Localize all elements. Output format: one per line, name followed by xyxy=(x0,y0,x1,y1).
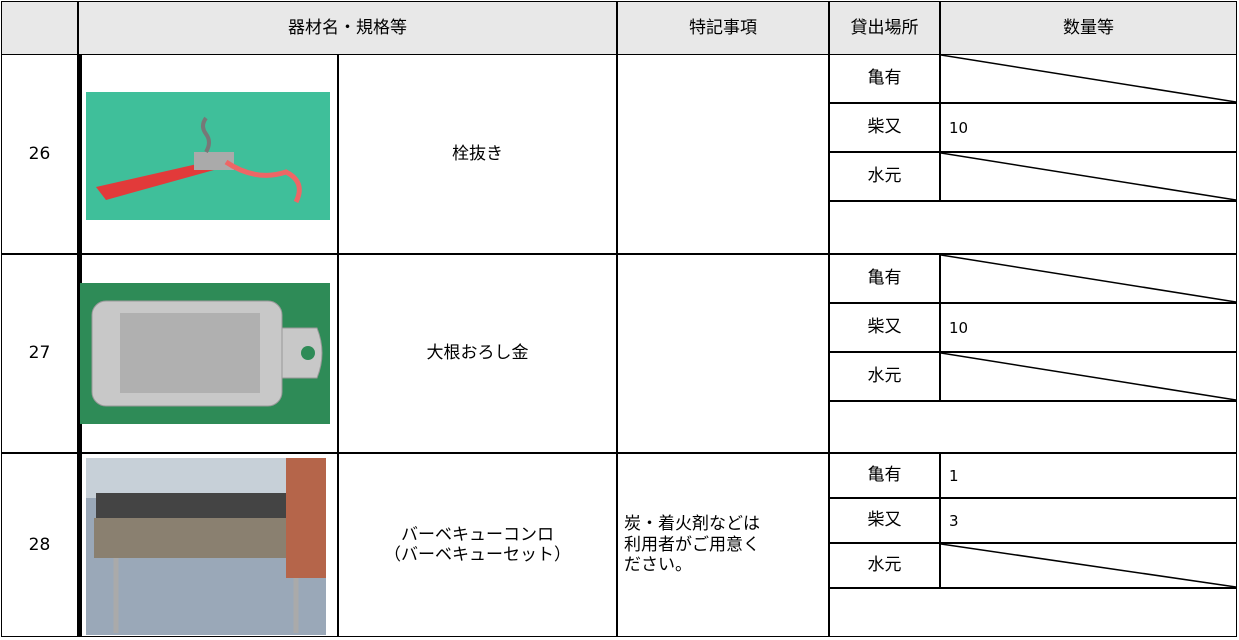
blank-row xyxy=(829,201,1237,254)
place: 水元 xyxy=(829,152,940,201)
item-photo xyxy=(86,92,330,220)
item-photo xyxy=(80,283,330,424)
quantity: 3 xyxy=(940,498,1237,543)
quantity-empty xyxy=(940,352,1237,401)
place: 柴又 xyxy=(829,498,940,543)
item-photo xyxy=(86,458,326,635)
diagonal xyxy=(941,255,1236,302)
blank-row xyxy=(829,588,1237,637)
diagonal xyxy=(941,353,1236,400)
note-line: 利用者がご用意く xyxy=(624,534,760,555)
diagonal xyxy=(941,153,1236,200)
row-number: 27 xyxy=(1,254,78,453)
item-name-block: バーベキューコンロ （バーベキューセット） xyxy=(384,525,571,566)
item-name-block: 栓抜き xyxy=(452,144,503,164)
place: 水元 xyxy=(829,352,940,401)
note-block: 炭・着火剤などは 利用者がご用意く ださい。 xyxy=(624,514,760,575)
quantity: 1 xyxy=(940,453,1237,498)
quantity: 10 xyxy=(940,103,1237,152)
place: 柴又 xyxy=(829,103,940,152)
place: 亀有 xyxy=(829,54,940,103)
note-cell xyxy=(617,254,829,453)
row-number: 28 xyxy=(1,453,78,637)
item-name: バーベキューコンロ （バーベキューセット） xyxy=(338,453,617,637)
note-line: 炭・着火剤などは xyxy=(624,514,760,535)
note-cell xyxy=(617,54,829,254)
item-name-line: バーベキューコンロ xyxy=(401,524,554,545)
image-cell xyxy=(78,54,338,254)
place: 亀有 xyxy=(829,254,940,303)
header-corner xyxy=(1,1,78,55)
quantity-empty xyxy=(940,152,1237,201)
note-cell: 炭・着火剤などは 利用者がご用意く ださい。 xyxy=(617,453,829,637)
item-name-block: 大根おろし金 xyxy=(427,343,529,363)
diagonal xyxy=(941,544,1236,587)
item-name-line: 栓抜き xyxy=(452,143,503,164)
header-item: 器材名・規格等 xyxy=(78,1,617,55)
place: 柴又 xyxy=(829,303,940,352)
note-line: ださい。 xyxy=(624,555,692,576)
diagonal xyxy=(941,55,1236,102)
header-note: 特記事項 xyxy=(617,1,829,55)
place: 亀有 xyxy=(829,453,940,498)
quantity-empty xyxy=(940,543,1237,588)
row-number: 26 xyxy=(1,54,78,254)
item-name-line: （バーベキューセット） xyxy=(384,545,571,565)
header-quantity: 数量等 xyxy=(940,1,1237,55)
item-name: 栓抜き xyxy=(338,54,617,254)
image-cell xyxy=(78,254,338,453)
quantity: 10 xyxy=(940,303,1237,352)
image-cell xyxy=(78,453,338,637)
header-place: 貸出場所 xyxy=(829,1,940,55)
place: 水元 xyxy=(829,543,940,588)
quantity-empty xyxy=(940,54,1237,103)
item-name-line: 大根おろし金 xyxy=(426,343,529,364)
blank-row xyxy=(829,401,1237,453)
item-name: 大根おろし金 xyxy=(338,254,617,453)
quantity-empty xyxy=(940,254,1237,303)
